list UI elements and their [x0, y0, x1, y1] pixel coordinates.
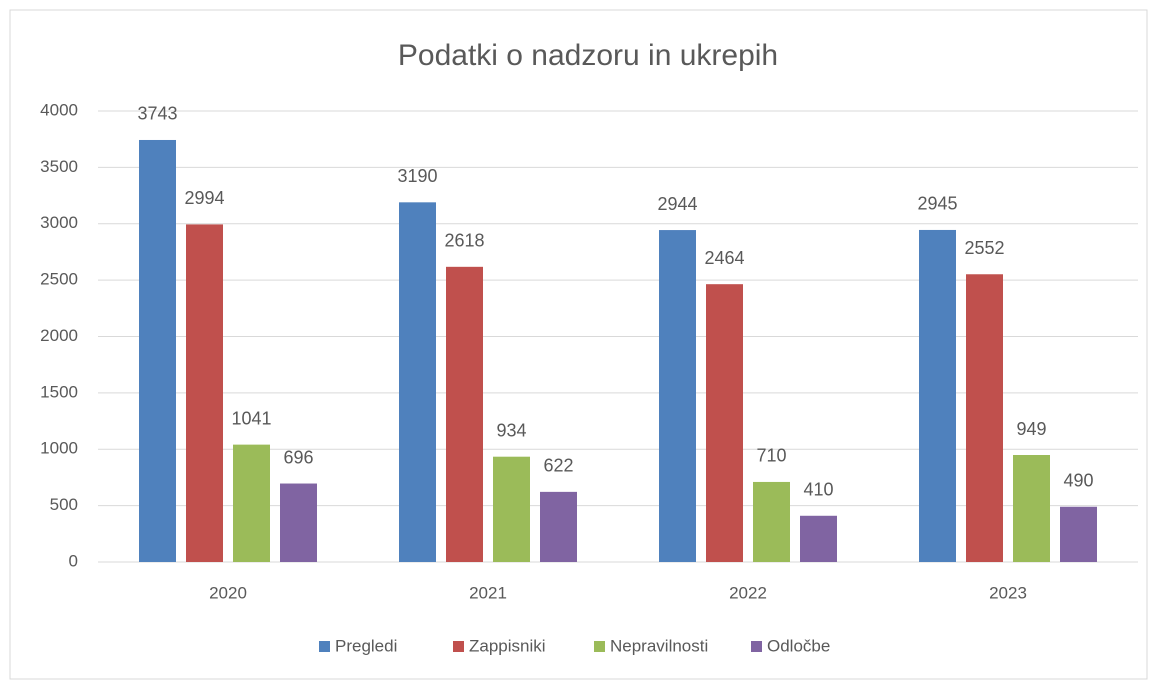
- bar: [800, 515, 837, 562]
- bar: [1013, 455, 1050, 562]
- data-label: 2945: [917, 194, 957, 214]
- data-label: 934: [496, 420, 526, 440]
- y-tick-label: 3000: [40, 213, 78, 232]
- data-label: 2464: [704, 248, 744, 268]
- chart-title: Podatki o nadzoru in ukrepih: [398, 39, 778, 72]
- bar: [280, 483, 317, 562]
- y-tick-label: 2500: [40, 270, 78, 289]
- bar: [186, 224, 223, 562]
- data-label: 2552: [964, 238, 1004, 258]
- y-tick-label: 0: [69, 551, 78, 570]
- bar: [493, 456, 530, 562]
- data-label: 2944: [657, 194, 697, 214]
- legend-swatch: [453, 641, 464, 652]
- data-label: 490: [1063, 471, 1093, 491]
- data-label: 3190: [397, 166, 437, 186]
- data-label: 3743: [137, 104, 177, 124]
- data-label: 1041: [231, 408, 271, 428]
- bar: [919, 229, 956, 563]
- legend-label: Nepravilnosti: [610, 636, 708, 655]
- bar: [753, 481, 790, 562]
- bar: [139, 139, 176, 562]
- data-label: 710: [756, 446, 786, 466]
- data-label: 622: [543, 456, 573, 476]
- legend-label: Zappisniki: [469, 636, 546, 655]
- y-tick-label: 1000: [40, 439, 78, 458]
- legend-label: Pregledi: [335, 636, 397, 655]
- bar: [233, 444, 270, 562]
- y-tick-label: 500: [50, 495, 78, 514]
- bar: [1060, 506, 1097, 562]
- legend-swatch: [751, 641, 762, 652]
- x-tick-label: 2021: [469, 583, 507, 602]
- x-tick-label: 2020: [209, 583, 247, 602]
- y-tick-label: 2000: [40, 326, 78, 345]
- y-tick-label: 4000: [40, 100, 78, 119]
- bar: [966, 274, 1003, 562]
- bar: [446, 266, 483, 562]
- legend-swatch: [319, 641, 330, 652]
- data-label: 949: [1016, 419, 1046, 439]
- bar: [659, 230, 696, 562]
- data-label: 410: [803, 480, 833, 500]
- data-label: 696: [283, 447, 313, 467]
- legend-label: Odločbe: [767, 636, 830, 655]
- data-label: 2994: [184, 188, 224, 208]
- data-label: 2618: [444, 231, 484, 251]
- y-tick-label: 3500: [40, 157, 78, 176]
- bar: [399, 202, 436, 562]
- bar: [706, 284, 743, 562]
- x-tick-label: 2023: [989, 583, 1027, 602]
- bar: [540, 491, 577, 562]
- legend-swatch: [594, 641, 605, 652]
- y-tick-label: 1500: [40, 382, 78, 401]
- x-tick-label: 2022: [729, 583, 767, 602]
